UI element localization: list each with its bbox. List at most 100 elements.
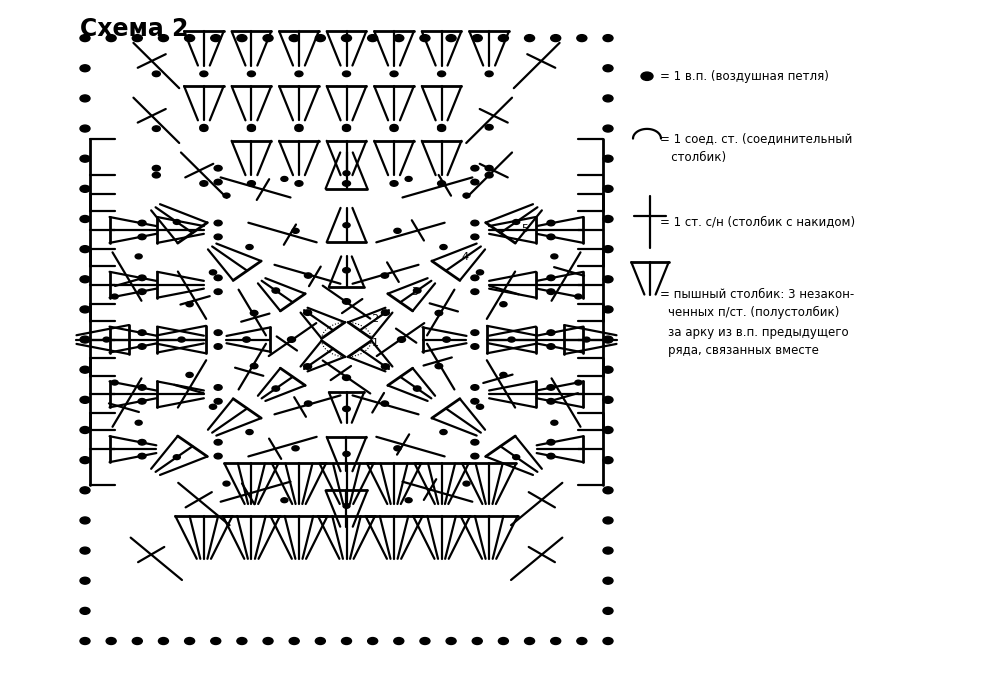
Circle shape (214, 179, 222, 185)
Circle shape (603, 216, 613, 222)
Circle shape (476, 404, 484, 410)
Circle shape (272, 288, 280, 293)
Circle shape (343, 222, 350, 228)
Circle shape (547, 344, 555, 349)
Circle shape (247, 126, 255, 132)
Circle shape (438, 125, 446, 130)
Circle shape (80, 155, 90, 162)
Circle shape (304, 401, 312, 406)
Circle shape (158, 35, 168, 42)
Circle shape (463, 481, 470, 486)
Circle shape (80, 276, 90, 283)
Circle shape (158, 638, 168, 644)
Circle shape (223, 481, 230, 486)
Circle shape (435, 310, 443, 316)
Circle shape (111, 294, 118, 299)
Circle shape (603, 155, 613, 162)
Circle shape (342, 375, 351, 380)
Circle shape (80, 246, 90, 253)
Circle shape (446, 638, 456, 644)
Circle shape (80, 486, 90, 493)
Circle shape (214, 166, 222, 171)
Circle shape (281, 177, 288, 182)
Circle shape (603, 517, 613, 524)
Circle shape (343, 170, 350, 176)
Circle shape (343, 181, 351, 186)
Circle shape (138, 344, 146, 349)
Circle shape (223, 193, 230, 198)
Circle shape (525, 638, 535, 644)
Circle shape (263, 35, 273, 42)
Circle shape (440, 430, 447, 435)
Circle shape (138, 398, 146, 404)
Circle shape (80, 396, 90, 403)
Circle shape (288, 337, 296, 342)
Circle shape (214, 275, 222, 281)
Circle shape (438, 181, 446, 186)
Circle shape (80, 427, 90, 434)
Circle shape (152, 126, 160, 132)
Circle shape (214, 439, 222, 445)
Circle shape (547, 330, 555, 335)
Circle shape (214, 385, 222, 390)
Circle shape (472, 35, 482, 42)
Circle shape (247, 125, 255, 130)
Circle shape (485, 166, 493, 171)
Circle shape (138, 220, 146, 226)
Circle shape (209, 270, 217, 275)
Text: за арку из в.п. предыдущего: за арку из в.п. предыдущего (668, 326, 849, 339)
Circle shape (438, 71, 446, 77)
Circle shape (80, 607, 90, 615)
Circle shape (214, 289, 222, 295)
Circle shape (471, 179, 479, 185)
Circle shape (80, 547, 90, 554)
Circle shape (547, 234, 555, 240)
Circle shape (603, 577, 613, 584)
Circle shape (547, 398, 555, 404)
Text: столбик): столбик) (660, 151, 726, 164)
Circle shape (315, 35, 325, 42)
Circle shape (138, 385, 146, 390)
Circle shape (471, 398, 479, 404)
Circle shape (440, 245, 447, 249)
Circle shape (471, 344, 479, 349)
Circle shape (138, 289, 146, 295)
Circle shape (135, 254, 142, 259)
Circle shape (394, 638, 404, 644)
Circle shape (405, 498, 412, 502)
Circle shape (103, 337, 110, 342)
Circle shape (603, 276, 613, 283)
Circle shape (214, 453, 222, 459)
Circle shape (577, 35, 587, 42)
Circle shape (603, 64, 613, 72)
Circle shape (246, 430, 253, 435)
Circle shape (247, 71, 255, 77)
Circle shape (315, 638, 325, 644)
Circle shape (471, 453, 479, 459)
Circle shape (547, 453, 555, 459)
Circle shape (211, 35, 221, 42)
Circle shape (152, 173, 160, 178)
Circle shape (138, 275, 146, 281)
Circle shape (547, 439, 555, 445)
Circle shape (80, 35, 90, 42)
Circle shape (173, 455, 180, 459)
Circle shape (343, 267, 350, 273)
Circle shape (603, 486, 613, 493)
Circle shape (80, 517, 90, 524)
Circle shape (209, 404, 217, 410)
Circle shape (200, 71, 208, 77)
Circle shape (394, 35, 404, 42)
Text: 3: 3 (412, 286, 418, 297)
Circle shape (463, 193, 470, 198)
Circle shape (603, 125, 613, 132)
Circle shape (289, 35, 299, 42)
Circle shape (178, 337, 185, 342)
Circle shape (80, 64, 90, 72)
Circle shape (304, 273, 312, 278)
Circle shape (343, 126, 351, 132)
Circle shape (603, 427, 613, 434)
Circle shape (390, 126, 398, 132)
Circle shape (263, 638, 273, 644)
Circle shape (200, 125, 208, 130)
